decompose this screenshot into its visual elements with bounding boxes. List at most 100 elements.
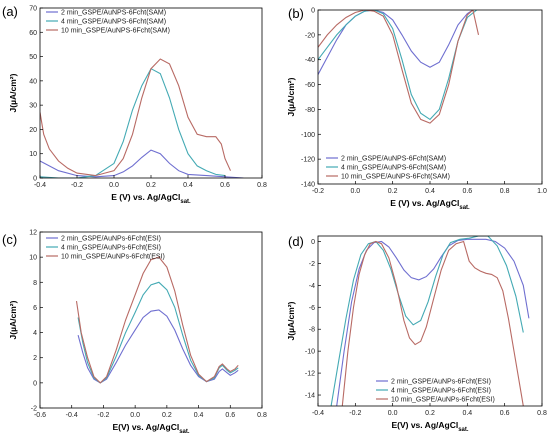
panel-c: (c) -0.6 -0.4 -0.2 0.0 0.2 0.4 0.6 0.8 -2 0 2 4 6 8 10 1…: [2, 230, 267, 436]
x-axis-label: E (V) vs. Ag/AgClsat.: [111, 192, 191, 205]
series-line: [75, 256, 239, 384]
y-tick-label: -8: [309, 327, 315, 334]
x-tick-label: 1.0: [537, 188, 547, 195]
legend-entry: 10 min_GSPE/AuNPs-6Fcht(ESI): [391, 397, 495, 404]
x-tick-label: -0.2: [71, 182, 83, 189]
y-tick-label: -4: [309, 283, 315, 290]
x-tick-label: -0.6: [34, 412, 46, 419]
legend-entry: 10 min_GSPE/AuNPS-6Fcht(SAM): [341, 174, 450, 181]
panel-d: (d) -0.4 -0.2 0.0 0.2 0.4 0.6 0.8 -14 -12 -10 -8 -6 -…: [286, 234, 547, 433]
x-tick-label: 0.0: [109, 182, 119, 189]
x-tick-label: -0.2: [312, 188, 324, 195]
y-tick-label: -2: [309, 261, 315, 268]
y-tick-label: 50: [29, 54, 37, 61]
series-line: [40, 67, 226, 178]
series-line: [40, 58, 232, 177]
y-tick-label: 40: [29, 78, 37, 85]
x-tick-label: 0.2: [162, 412, 172, 419]
series-line: [77, 281, 239, 384]
y-tick-label: 10: [29, 151, 37, 158]
y-tick-label: -12: [305, 371, 315, 378]
x-axis-label: E(V) vs. Ag/AgClsat.: [112, 422, 189, 435]
y-axis-label: J(µA/cm²): [286, 77, 296, 116]
x-tick-label: 0.6: [225, 412, 235, 419]
legend-entry: 4 min_GSPE/AuNPs-6Fcht(ESI): [391, 388, 491, 395]
panel-letter: (c): [2, 232, 17, 247]
y-tick-label: 2: [33, 355, 37, 362]
y-tick-label: 70: [29, 6, 37, 13]
x-axis-label: E(V) vs. Ag/AgClsat.: [391, 420, 468, 433]
y-tick-label: -60: [305, 82, 315, 89]
y-tick-label: -2: [31, 406, 37, 413]
y-tick-label: -14: [305, 393, 315, 400]
y-tick-label: 30: [29, 103, 37, 110]
y-tick-label: -6: [309, 305, 315, 312]
legend-entry: 2 min_GSPE/AuNPs-6Fcht(ESI): [391, 379, 491, 386]
y-tick-label: 0: [33, 380, 37, 387]
series-line: [40, 149, 244, 178]
y-axis-label: J(µA/cm²): [286, 301, 296, 340]
x-tick-label: 0.2: [146, 182, 156, 189]
y-tick-label: -120: [301, 157, 315, 164]
legend-entry: 4 min_GSPE/AuNPS-6Fcht(SAM): [61, 19, 166, 26]
y-tick-label: 0: [311, 8, 315, 15]
panel-letter: (d): [288, 234, 304, 249]
y-tick-label: 0: [311, 239, 315, 246]
y-tick-label: -40: [305, 57, 315, 64]
plot-frame: [39, 231, 263, 409]
y-tick-label: 60: [29, 30, 37, 37]
x-axis-label: E (V) vs. Ag/AgClsat.: [390, 198, 470, 211]
legend-entry: 10 min_GSPE/AuNPs-6Fcht(ESI): [61, 254, 165, 261]
panel-letter: (b): [288, 6, 304, 21]
x-tick-label: 0.4: [462, 410, 472, 417]
x-tick-label: -0.4: [312, 410, 324, 417]
y-tick-label: -80: [305, 107, 315, 114]
x-tick-label: 0.2: [425, 410, 435, 417]
x-tick-label: -0.2: [97, 412, 109, 419]
x-tick-label: 0.8: [500, 188, 510, 195]
y-tick-label: 10: [29, 255, 37, 262]
legend-entry: 4 min_GSPE/AuNPS-6Fcht(SAM): [341, 165, 446, 172]
panel-letter: (a): [2, 4, 18, 19]
x-tick-label: -0.2: [349, 410, 361, 417]
series-line: [318, 10, 474, 75]
y-tick-label: -140: [301, 182, 315, 189]
x-tick-label: 0.2: [388, 188, 398, 195]
x-tick-label: 0.8: [257, 182, 267, 189]
x-tick-label: 0.0: [130, 412, 140, 419]
x-tick-label: -0.4: [34, 182, 46, 189]
series-line: [341, 240, 524, 406]
panel-a: (a) -0.4 -0.2 0.0 0.2 0.4 0.6 0.8 0 10 20 30 40 50 60 7…: [2, 4, 267, 205]
series-line: [330, 236, 524, 406]
series-line: [77, 309, 239, 384]
x-tick-label: 0.4: [194, 412, 204, 419]
y-tick-label: -10: [305, 349, 315, 356]
y-axis-label: J(µA/cm²): [8, 73, 18, 112]
x-tick-label: 0.4: [183, 182, 193, 189]
y-tick-label: 20: [29, 127, 37, 134]
y-axis-label: J(µA/cm²): [8, 300, 18, 339]
y-tick-label: -100: [301, 132, 315, 139]
legend-entry: 2 min_GSPE/AuNPs-6Fcht(ESI): [61, 236, 161, 243]
y-tick-label: 0: [33, 176, 37, 183]
panel-b: (b) -0.2 0.0 0.2 0.4 0.6 0.8 1.0 -140 -120 -100 -80…: [286, 6, 547, 211]
legend-entry: 2 min_GSPE/AuNPS-6Fcht(SAM): [341, 156, 446, 163]
x-tick-label: 0.8: [537, 410, 547, 417]
y-tick-label: 12: [29, 230, 37, 237]
x-tick-label: 0.0: [350, 188, 360, 195]
y-tick-label: 8: [33, 280, 37, 287]
y-tick-label: 6: [33, 305, 37, 312]
y-tick-label: 4: [33, 330, 37, 337]
x-tick-label: -0.4: [66, 412, 78, 419]
x-tick-label: 0.8: [257, 412, 267, 419]
y-tick-label: -20: [305, 32, 315, 39]
legend-entry: 4 min_GSPE/AuNPs-6Fcht(ESI): [61, 245, 161, 252]
x-tick-label: 0.4: [425, 188, 435, 195]
x-tick-label: 0.6: [220, 182, 230, 189]
x-tick-label: 0.0: [388, 410, 398, 417]
legend-entry: 2 min_GSPE/AuNPS-6Fcht(SAM): [61, 10, 166, 17]
series-line: [318, 10, 480, 124]
x-tick-label: 0.6: [462, 188, 472, 195]
legend-entry: 10 min_GSPE/AuNPS-6Fcht(SAM): [61, 28, 170, 35]
